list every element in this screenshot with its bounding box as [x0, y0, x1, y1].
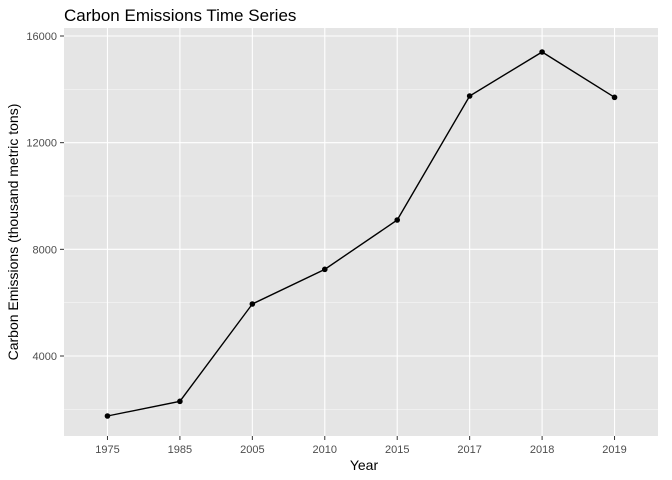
data-point-2010: [321, 266, 328, 273]
x-tick-label-7: 2019: [602, 444, 626, 456]
data-point-1985: [177, 398, 183, 405]
y-axis-title: Carbon Emissions (thousand metric tons): [5, 104, 21, 361]
y-tick-label-1: 8000: [33, 244, 57, 256]
data-point-2015: [394, 217, 401, 223]
y-tick-label-3: 16000: [26, 31, 57, 43]
chart-title: Carbon Emissions Time Series: [64, 6, 296, 25]
plot-panel: [64, 28, 658, 436]
y-tick-label-0: 4000: [33, 351, 57, 363]
y-tick-label-2: 12000: [26, 138, 57, 150]
data-point-1975: [104, 413, 111, 419]
x-axis-title: Year: [350, 457, 379, 473]
plot-area: 4000 8000 12000 16000 1975 1985 2005 2010 2015 20…: [26, 28, 658, 456]
series-line: [107, 51, 615, 417]
x-tick-label-3: 2010: [313, 444, 337, 456]
data-point-2005: [249, 301, 256, 307]
x-tick-label-1: 1985: [168, 444, 192, 456]
x-tick-label-2: 2005: [240, 444, 264, 456]
x-tick-label-4: 2015: [385, 444, 409, 456]
x-tick-label-5: 2017: [457, 444, 481, 456]
data-point-2017: [466, 93, 473, 99]
x-tick-label-6: 2018: [530, 444, 554, 456]
data-point-2018: [539, 49, 545, 55]
x-tick-label-0: 1975: [95, 444, 119, 456]
data-point-2019: [611, 94, 618, 101]
